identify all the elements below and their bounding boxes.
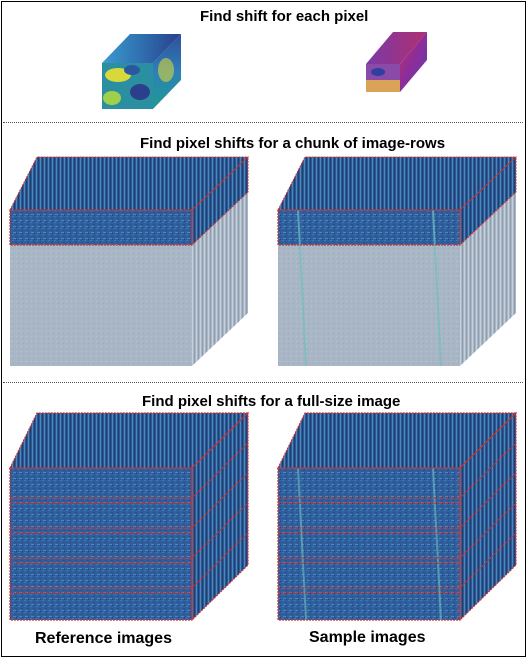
caption-reference-images: Reference images (35, 630, 172, 647)
chunk-stack-reference (9, 155, 250, 366)
section-title-full: Find pixel shifts for a full-size image (142, 393, 401, 410)
full-stack-sample (277, 411, 518, 622)
section-title-chunk: Find pixel shifts for a chunk of image-r… (140, 135, 446, 152)
section-title-pixel: Find shift for each pixel (200, 8, 369, 25)
pixel-cube-reference (102, 34, 181, 109)
separator-bottom (3, 382, 523, 383)
full-stack-reference (9, 411, 250, 622)
pixel-cube-sample (366, 32, 427, 92)
separator-top (3, 122, 523, 123)
chunk-stack-sample (277, 155, 518, 367)
caption-sample-images: Sample images (309, 629, 426, 646)
